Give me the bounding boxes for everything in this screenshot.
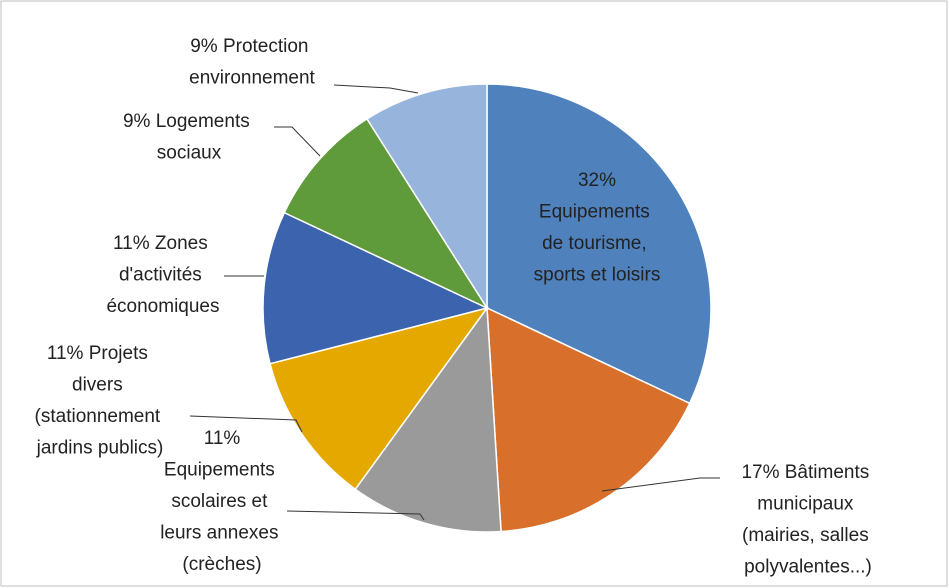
leader-line — [601, 477, 720, 492]
slice-label: 32% Equipements de tourisme, sports et lo… — [534, 170, 661, 286]
slice-label: 11% Equipements scolaires et leurs annexe… — [160, 428, 284, 575]
label-line: environnement — [189, 68, 315, 89]
value-label: 9% — [123, 111, 151, 132]
label-line: sociaux — [157, 143, 222, 164]
pie-slice — [365, 83, 488, 311]
pie-slice — [262, 211, 490, 365]
label-line: (mairies, salles — [742, 525, 874, 546]
label-line: Bâtiments — [779, 462, 874, 483]
slice-label: 11% Projets divers (stationnement jardin… — [35, 343, 166, 459]
label-line: municipaux — [757, 494, 858, 515]
label-line: Equipements — [164, 460, 280, 481]
pie-slice — [269, 306, 489, 491]
label-line: de tourisme, — [542, 233, 652, 254]
label-line: sports et loisirs — [534, 265, 661, 286]
label-line: Protection — [218, 36, 314, 57]
category-label: Zones d'activités économiques — [106, 233, 219, 317]
label-line: jardins publics) — [36, 438, 164, 459]
category-label: Projets divers (stationnement jardins pu… — [35, 343, 166, 459]
slice-label: 9% Logements sociaux — [123, 111, 255, 164]
pie-slice — [486, 306, 691, 533]
value-label: 11% — [204, 428, 241, 449]
label-line: divers — [72, 375, 128, 396]
label-line: d'activités — [119, 265, 207, 286]
leader-line — [286, 510, 425, 521]
label-line: polyvalentes...) — [744, 557, 872, 578]
pie-slice — [283, 117, 490, 310]
category-label: Bâtiments municipaux (mairies, salles po… — [742, 462, 875, 578]
value-label: 11% — [47, 343, 84, 364]
value-label: 9% — [190, 36, 218, 57]
value-label: 11% — [113, 233, 150, 254]
labels: 32% Equipements de tourisme, sports et lo… — [35, 36, 875, 578]
category-label: Logements sociaux — [150, 111, 255, 164]
slice-label: 17% Bâtiments municipaux (mairies, salle… — [741, 462, 874, 578]
slice-label: 9% Protection environnement — [189, 36, 315, 89]
value-label: 17% — [741, 462, 779, 483]
label-line: leurs annexes — [160, 523, 284, 544]
label-line: scolaires et — [171, 491, 272, 512]
leader-line — [333, 84, 419, 94]
slice-label: 11% Zones d'activités économiques — [106, 233, 219, 317]
label-line: économiques — [106, 296, 219, 317]
category-label: Equipements scolaires et leurs annexes (… — [160, 460, 284, 576]
leader-line — [189, 415, 303, 433]
category-label: Protection environnement — [189, 36, 315, 89]
value-label: 32% — [578, 170, 616, 191]
category-label: Equipements de tourisme, sports et loisi… — [534, 202, 661, 286]
label-line: (stationnement — [35, 406, 166, 427]
pie — [262, 83, 712, 533]
label-line: (crèches) — [182, 554, 261, 575]
pie-slice — [354, 305, 502, 533]
label-line: Projets — [83, 343, 153, 364]
label-line: Logements — [150, 111, 255, 132]
label-line: Zones — [150, 233, 213, 254]
pie-slice — [486, 83, 712, 405]
label-line: Equipements — [539, 202, 655, 223]
leader-line — [274, 126, 321, 157]
